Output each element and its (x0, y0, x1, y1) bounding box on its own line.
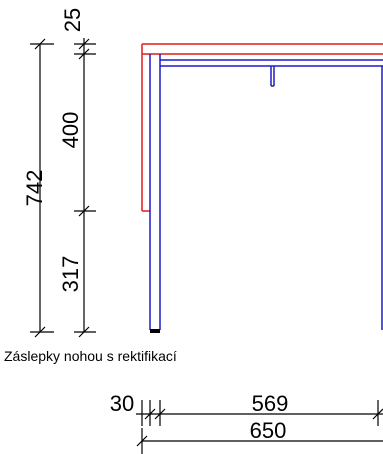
tabletop-outline (141, 43, 383, 212)
dimension-label-742: 742 (22, 170, 47, 207)
dimension-chain-vertical (74, 38, 96, 338)
leg-foot-cap (150, 329, 160, 333)
dimension-label-650: 650 (250, 418, 287, 443)
dimension-total-height (30, 38, 54, 338)
dimension-label-400: 400 (58, 112, 83, 149)
dimension-label-317: 317 (58, 256, 83, 293)
table-frame (149, 54, 383, 330)
dimension-total-length (136, 428, 383, 454)
note-leg-caps: Záslepky nohou s rektifikací (4, 348, 177, 364)
dimension-label-25: 25 (60, 8, 85, 32)
dimension-label-569: 569 (252, 391, 289, 416)
dimension-chain-horizontal (136, 400, 383, 426)
dimension-label-30: 30 (110, 391, 134, 416)
